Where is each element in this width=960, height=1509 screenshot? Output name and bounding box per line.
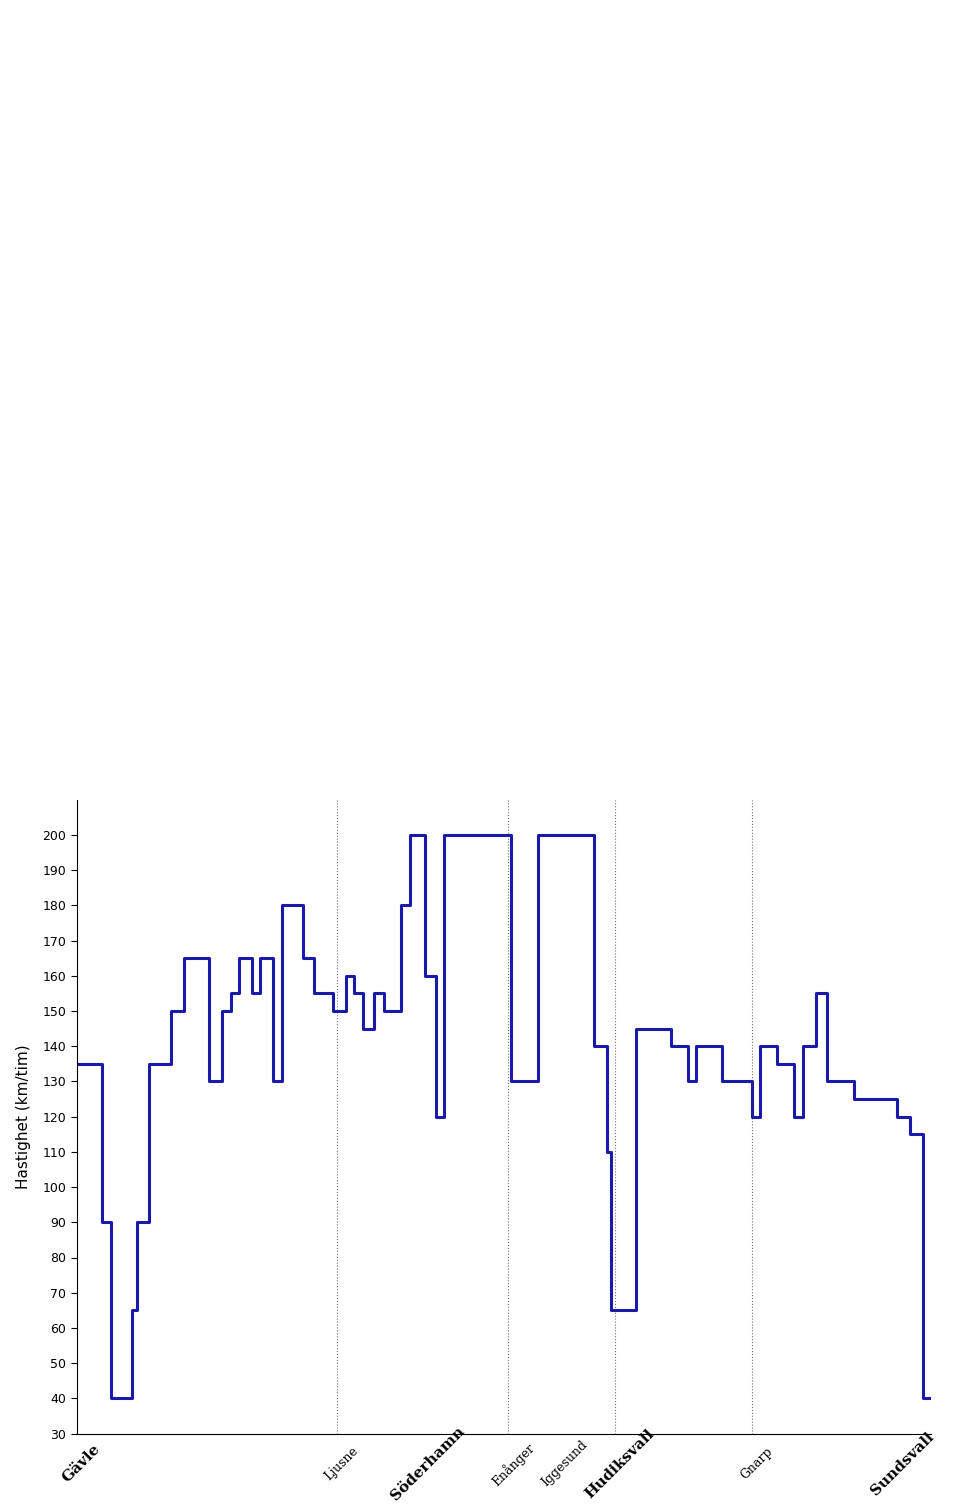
Text: Hudiksvall: Hudiksvall — [583, 1426, 658, 1501]
Text: Gävle: Gävle — [60, 1443, 104, 1485]
Text: Enånger: Enånger — [490, 1440, 538, 1488]
Text: Söderhamn: Söderhamn — [388, 1424, 468, 1503]
Text: Sundsvall: Sundsvall — [868, 1429, 936, 1498]
Text: Ljusne: Ljusne — [323, 1444, 361, 1483]
Y-axis label: Hastighet (km/tim): Hastighet (km/tim) — [16, 1044, 32, 1189]
Text: Gnarp: Gnarp — [738, 1446, 775, 1482]
Text: Iggesund: Iggesund — [539, 1438, 589, 1489]
